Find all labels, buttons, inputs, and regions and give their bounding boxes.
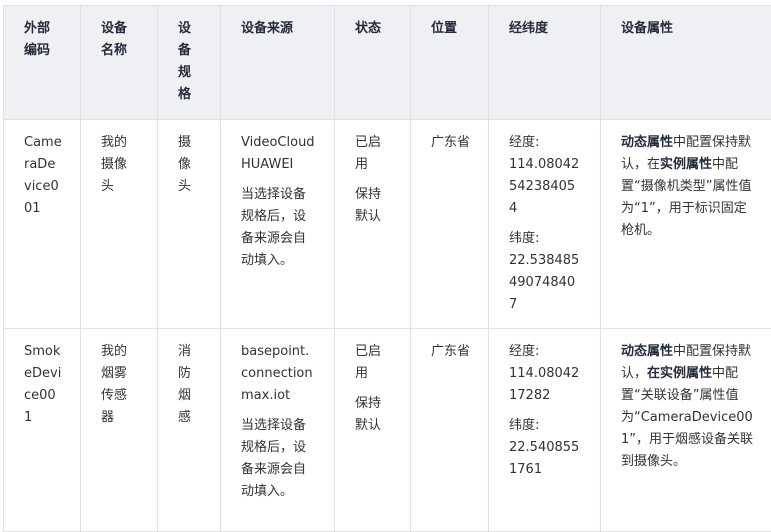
source-value: basepoint.connectionmax.iot: [241, 341, 316, 407]
cell-location: 广东省: [411, 329, 489, 532]
cell-coordinates: 经度: 114.08042542384054 纬度: 22.5384854907484…: [489, 120, 601, 329]
bold-term: 动态属性: [621, 135, 673, 150]
attr-text: 中配置“关联设备”属性值为“CameraDevice001”，用于烟感设备关联到…: [621, 366, 753, 469]
header-row: 外部编码 设备名称 设备规格 设备来源 状态 位置 经纬度 设备属性: [4, 6, 771, 120]
header-external-code: 外部编码: [4, 6, 81, 120]
cell-name: 我的烟雾传感器: [81, 329, 158, 532]
latitude-label: 纬度:: [509, 418, 539, 433]
bold-term: 在实例属性: [647, 366, 712, 381]
longitude-label: 经度:: [509, 135, 539, 150]
status-note: 保持默认: [355, 393, 392, 437]
latitude-label: 纬度:: [509, 231, 539, 246]
source-note: 当选择设备规格后，设备来源会自动填入。: [241, 415, 316, 503]
cell-spec: 消防烟感: [158, 329, 221, 532]
header-coordinates: 经纬度: [489, 6, 601, 120]
cell-attributes: 动态属性中配置保持默认，在实例属性中配置“关联设备”属性值为“CameraDev…: [601, 329, 771, 532]
header-device-spec: 设备规格: [158, 6, 221, 120]
status-value: 已启用: [355, 341, 392, 385]
cell-spec: 摄像头: [158, 120, 221, 329]
cell-location: 广东省: [411, 120, 489, 329]
bold-term: 动态属性: [621, 344, 673, 359]
status-note: 保持默认: [355, 184, 392, 228]
header-device-attributes: 设备属性: [601, 6, 771, 120]
device-table: 外部编码 设备名称 设备规格 设备来源 状态 位置 经纬度 设备属性 Camer…: [3, 5, 771, 532]
header-device-name: 设备名称: [81, 6, 158, 120]
bold-term: 实例属性: [660, 157, 712, 172]
longitude-label: 经度:: [509, 344, 539, 359]
table-row: SmokeDevice001 我的烟雾传感器 消防烟感 basepoint.co…: [4, 329, 771, 532]
table-row: CameraDevice001 我的摄像头 摄像头 VideoCloudHUAW…: [4, 120, 771, 329]
longitude-value: 114.0804217282: [509, 366, 579, 403]
header-status: 状态: [335, 6, 411, 120]
header-device-source: 设备来源: [221, 6, 335, 120]
cell-source: basepoint.connectionmax.iot 当选择设备规格后，设备来源…: [221, 329, 335, 532]
cell-source: VideoCloudHUAWEI 当选择设备规格后，设备来源会自动填入。: [221, 120, 335, 329]
longitude-value: 114.08042542384054: [509, 157, 579, 216]
header-location: 位置: [411, 6, 489, 120]
cell-attributes: 动态属性中配置保持默认，在实例属性中配置“摄像机类型”属性值为“1”，用于标识固…: [601, 120, 771, 329]
cell-status: 已启用保持默认: [335, 329, 411, 532]
source-value: VideoCloudHUAWEI: [241, 132, 316, 176]
latitude-value: 22.5408551761: [509, 440, 579, 477]
cell-coordinates: 经度: 114.0804217282 纬度: 22.5408551761: [489, 329, 601, 532]
cell-code: CameraDevice001: [4, 120, 81, 329]
cell-name: 我的摄像头: [81, 120, 158, 329]
cell-code: SmokeDevice001: [4, 329, 81, 532]
source-note: 当选择设备规格后，设备来源会自动填入。: [241, 184, 316, 272]
cell-status: 已启用保持默认: [335, 120, 411, 329]
status-value: 已启用: [355, 132, 392, 176]
latitude-value: 22.538485490748407: [509, 253, 579, 312]
